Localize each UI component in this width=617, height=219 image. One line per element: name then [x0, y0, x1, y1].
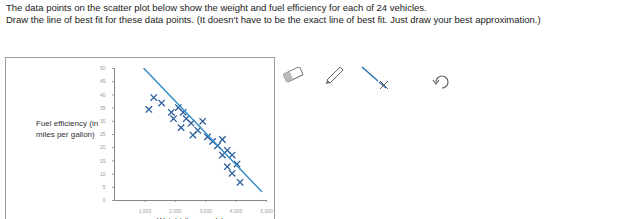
svg-text:25: 25 — [100, 131, 106, 137]
svg-text:3,000: 3,000 — [199, 208, 212, 214]
svg-text:15: 15 — [100, 158, 106, 164]
svg-text:40: 40 — [100, 92, 106, 98]
svg-text:45: 45 — [100, 78, 106, 84]
svg-text:5,000: 5,000 — [260, 208, 273, 214]
svg-text:10: 10 — [100, 171, 106, 177]
svg-text:4,000: 4,000 — [230, 208, 243, 214]
html-text:Fuel efficiency (in miles per: Fuel efficiency (in miles per gallon) — [36, 119, 99, 139]
svg-text:Weight (in pounds): Weight (in pounds) — [157, 216, 224, 219]
svg-text:30: 30 — [100, 118, 106, 124]
svg-text:0: 0 — [103, 197, 106, 203]
svg-text:2,000: 2,000 — [169, 208, 182, 214]
html-text:Draw the line of best fit for: Draw the line of best fit for these data… — [6, 14, 541, 25]
svg-text:20: 20 — [100, 144, 106, 150]
svg-text:35: 35 — [100, 105, 106, 111]
svg-text:50: 50 — [100, 65, 106, 71]
svg-text:5: 5 — [103, 184, 106, 190]
svg-text:1,000: 1,000 — [139, 208, 152, 214]
html-text:The data points on the scatter: The data points on the scatter plot belo… — [6, 2, 427, 13]
